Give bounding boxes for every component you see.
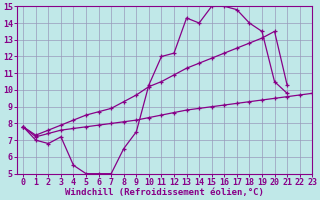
X-axis label: Windchill (Refroidissement éolien,°C): Windchill (Refroidissement éolien,°C)	[65, 188, 264, 197]
